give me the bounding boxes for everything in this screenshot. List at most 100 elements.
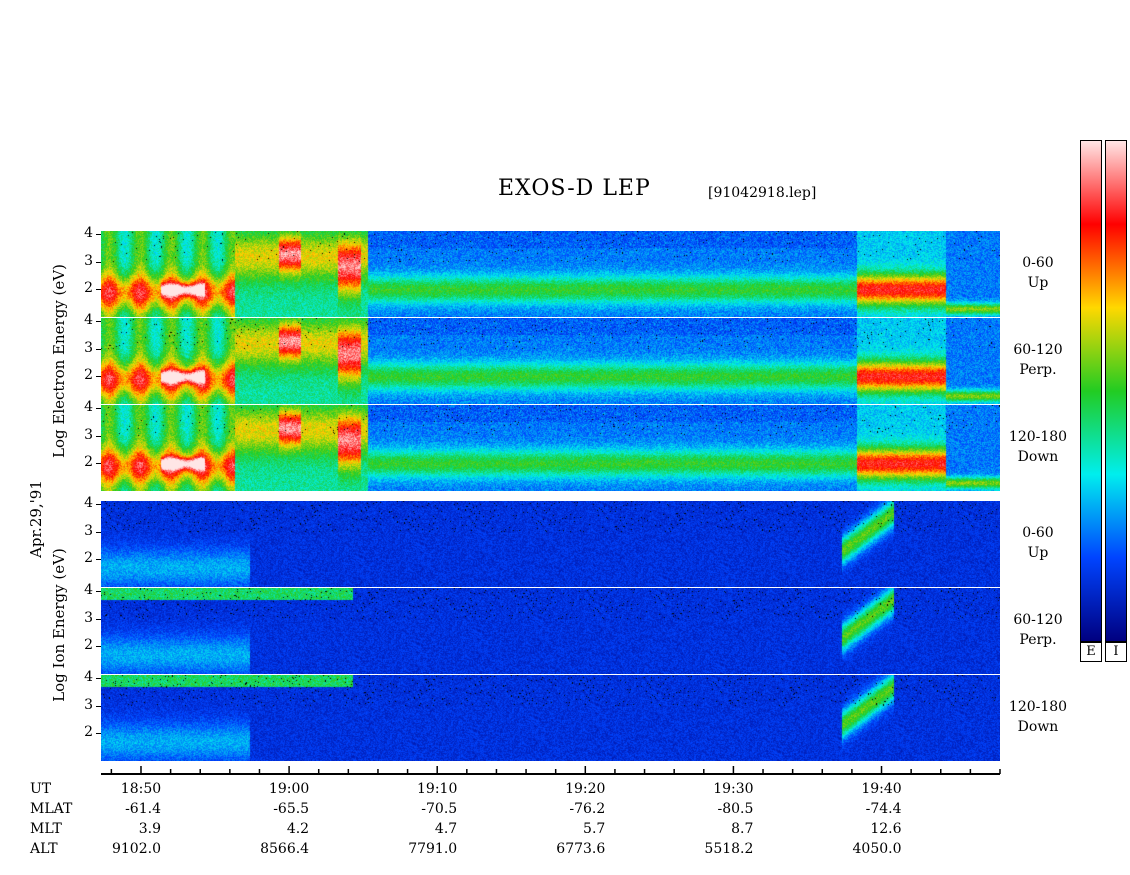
spectrogram-panel-4: [101, 501, 1000, 587]
ephemeris-alt-value: 7791.0: [408, 841, 458, 857]
pitch-angle-range: 60-120: [1013, 612, 1063, 628]
y-tick-mark: [96, 503, 101, 505]
y-tick-label: 2: [84, 724, 93, 741]
pitch-angle-direction: Up: [1027, 275, 1049, 291]
ion-axis-label: Log Ion Energy (eV): [50, 548, 68, 702]
electron-colorbar-label: E: [1080, 642, 1102, 662]
y-tick-label: 4: [84, 224, 93, 241]
spectrogram-panel-6: [101, 675, 1000, 761]
ephemeris-ut-value: 19:30: [713, 781, 754, 797]
ephemeris-alt-value: 5518.2: [704, 841, 754, 857]
y-tick-label: 2: [84, 550, 93, 567]
y-tick-mark: [96, 320, 101, 322]
y-tick-label: 2: [84, 367, 93, 384]
ephemeris-mlat-value: -76.2: [569, 801, 606, 817]
spectrogram-image: [101, 588, 1000, 674]
y-tick-label: 3: [84, 252, 93, 269]
electron-colorbar: [1080, 140, 1102, 642]
y-tick-label: 2: [84, 454, 93, 471]
y-tick-label: 3: [84, 339, 93, 356]
ephemeris-alt-value: 8566.4: [260, 841, 310, 857]
spectrogram-panel-3: [101, 405, 1000, 491]
ephemeris-row-label: MLT: [30, 821, 62, 837]
y-tick-mark: [96, 376, 101, 378]
pitch-angle-direction: Down: [1017, 449, 1059, 465]
ephemeris-mlt-value: 3.9: [138, 821, 161, 837]
y-tick-mark: [96, 261, 101, 263]
y-tick-mark: [96, 531, 101, 533]
ephemeris-ut-value: 18:50: [120, 781, 162, 797]
ephemeris-mlt-value: 4.2: [286, 821, 310, 837]
y-tick-mark: [96, 590, 101, 592]
pitch-angle-label: 120-180 Down: [1003, 427, 1073, 467]
y-tick-mark: [96, 733, 101, 735]
y-tick-mark: [96, 677, 101, 679]
date-label: Apr.29,'91: [27, 480, 45, 558]
y-tick-label: 4: [84, 398, 93, 415]
y-tick-label: 3: [84, 522, 93, 539]
ephemeris-row-label: ALT: [30, 841, 58, 857]
y-tick-mark: [96, 348, 101, 350]
pitch-angle-label: 0-60 Up: [1003, 523, 1073, 563]
spectrogram-image: [101, 501, 1000, 587]
y-tick-label: 3: [84, 609, 93, 626]
ephemeris-mlt-value: 4.7: [434, 821, 458, 837]
ion-colorbar-label: I: [1105, 642, 1127, 662]
ephemeris-row-label: UT: [30, 781, 52, 797]
spectrogram-panel-2: [101, 318, 1000, 404]
ephemeris-ut-value: 19:10: [417, 781, 458, 797]
spectrogram-image: [101, 675, 1000, 761]
pitch-angle-direction: Down: [1017, 719, 1059, 735]
ephemeris-ut-value: 19:00: [268, 781, 310, 797]
y-tick-mark: [96, 407, 101, 409]
file-name: [91042918.lep]: [708, 185, 817, 201]
pitch-angle-direction: Perp.: [1019, 362, 1057, 378]
electron-axis-label: Log Electron Energy (eV): [50, 264, 68, 458]
y-tick-label: 2: [84, 280, 93, 297]
chart-title: EXOS-D LEP: [498, 176, 651, 201]
ephemeris-mlat-value: -70.5: [421, 801, 458, 817]
pitch-angle-label: 60-120 Perp.: [1003, 610, 1073, 650]
spectrogram-image: [101, 318, 1000, 404]
y-tick-mark: [96, 289, 101, 291]
ephemeris-mlat-value: -74.4: [865, 801, 902, 817]
y-tick-label: 4: [84, 581, 93, 598]
ion-colorbar: [1105, 140, 1127, 642]
spectrogram-panel-1: [101, 231, 1000, 317]
y-tick-label: 4: [84, 494, 93, 511]
ephemeris-row-label: MLAT: [30, 801, 73, 817]
pitch-angle-label: 120-180 Down: [1003, 697, 1073, 737]
y-tick-mark: [96, 559, 101, 561]
y-tick-label: 3: [84, 696, 93, 713]
y-tick-label: 2: [84, 637, 93, 654]
y-tick-mark: [96, 646, 101, 648]
spectrogram-image: [101, 231, 1000, 317]
time-axis: [101, 766, 1001, 775]
y-tick-mark: [96, 435, 101, 437]
ephemeris-mlat-value: -80.5: [717, 801, 754, 817]
y-tick-mark: [96, 463, 101, 465]
pitch-angle-label: 0-60 Up: [1003, 253, 1073, 293]
y-tick-label: 3: [84, 426, 93, 443]
pitch-angle-range: 120-180: [1008, 429, 1068, 445]
ephemeris-ut-value: 19:40: [861, 781, 902, 797]
ephemeris-mlat-value: -61.4: [125, 801, 161, 817]
pitch-angle-range: 0-60: [1022, 255, 1054, 271]
ephemeris-mlt-value: 5.7: [583, 821, 606, 837]
ephemeris-alt-value: 4050.0: [852, 841, 902, 857]
ephemeris-alt-value: 6773.6: [556, 841, 606, 857]
pitch-angle-range: 120-180: [1008, 699, 1068, 715]
pitch-angle-range: 0-60: [1022, 525, 1054, 541]
y-tick-mark: [96, 618, 101, 620]
pitch-angle-range: 60-120: [1013, 342, 1063, 358]
ephemeris-ut-value: 19:20: [565, 781, 606, 797]
y-tick-label: 4: [84, 311, 93, 328]
spectrogram-image: [101, 405, 1000, 491]
ephemeris-mlat-value: -65.5: [273, 801, 310, 817]
spectrogram-panel-5: [101, 588, 1000, 674]
ephemeris-mlt-value: 8.7: [731, 821, 754, 837]
pitch-angle-direction: Up: [1027, 545, 1049, 561]
y-tick-mark: [96, 705, 101, 707]
pitch-angle-label: 60-120 Perp.: [1003, 340, 1073, 380]
ephemeris-alt-value: 9102.0: [111, 841, 161, 857]
